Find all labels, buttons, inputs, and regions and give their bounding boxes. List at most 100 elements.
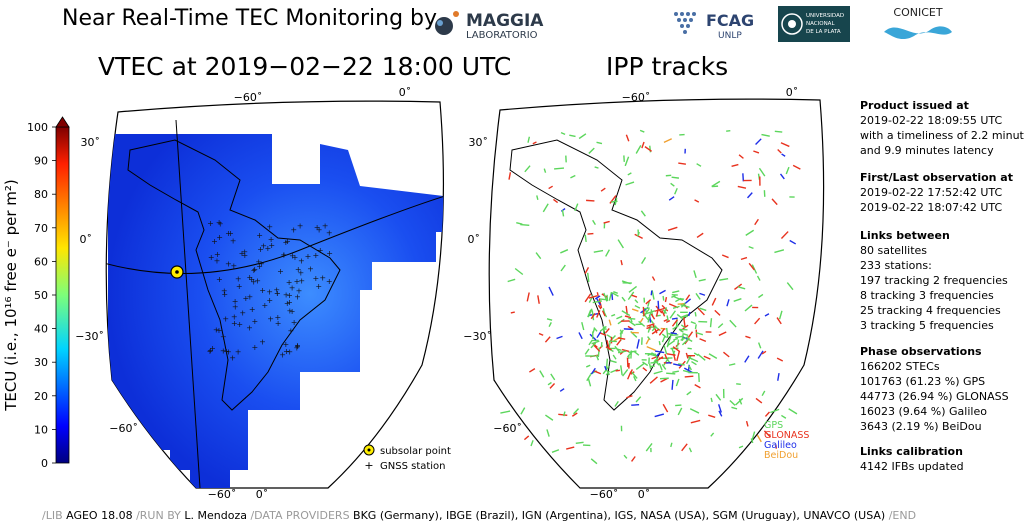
ipp-track-segment [738, 154, 744, 159]
info-observation-line: 2019-02-22 17:52:42 UTC [860, 186, 1003, 199]
gnss-station-marker: + [286, 278, 293, 287]
ipp-track-segment [718, 410, 723, 417]
ipp-track-segment [744, 355, 750, 363]
ipp-track-segment [608, 319, 612, 326]
gnss-station-marker: + [319, 274, 326, 283]
ipp-track-segment [627, 291, 635, 301]
ipp-track-segment [559, 388, 565, 392]
ipp-track-segment [746, 192, 753, 199]
ipp-legend-item: BeiDou [764, 450, 798, 461]
ipp-track-segment [584, 234, 587, 243]
ipp-track-segment [627, 172, 632, 176]
ipp-track-segment [604, 328, 610, 334]
ipp-track-segment [587, 308, 593, 318]
info-phase-heading: Phase observations [860, 345, 982, 358]
gnss-station-marker: + [305, 252, 312, 261]
ipp-track-segment [665, 319, 671, 324]
colorbar-tick-label: 90 [34, 155, 48, 168]
ipp-track-segment [598, 298, 603, 309]
gnss-station-marker: + [225, 260, 232, 269]
ipp-track-segment [758, 293, 764, 299]
gnss-station-marker: + [243, 294, 250, 303]
ipp-track-segment [587, 377, 592, 387]
gnss-station-marker: + [207, 346, 214, 355]
gnss-station-marker: + [251, 266, 258, 275]
colorbar-gradient [55, 126, 70, 464]
ipp-track-segment [647, 336, 651, 341]
ipp-track-segment [593, 249, 604, 253]
ipp-track-segment [537, 295, 540, 304]
ipp-track-segment [532, 141, 537, 145]
info-calibration-line: 4142 IFBs updated [860, 460, 964, 473]
gnss-station-marker: + [260, 241, 267, 250]
ipp-map: −60˚ 0˚ −60˚ 0˚ 30˚ 0˚ −30˚ −60˚ GPSGLON… [463, 86, 825, 501]
gnss-station-marker: + [220, 347, 227, 356]
ipp-track-segment [737, 185, 747, 189]
ipp-track-segment [536, 195, 539, 201]
gnss-station-marker: + [236, 320, 243, 329]
ipp-track-segment [625, 134, 630, 142]
ipp-track-segment [588, 295, 598, 299]
gnss-station-marker: + [259, 338, 266, 347]
ipp-track-segment [636, 339, 640, 349]
ipp-lat-label-3: −30˚ [463, 330, 492, 343]
gnss-station-marker: + [220, 333, 227, 342]
ipp-track-segment [594, 166, 599, 169]
gnss-station-marker: + [283, 347, 290, 356]
info-phase-line: 3643 (2.19 %) BeiDou [860, 420, 982, 433]
ipp-track-segment [774, 130, 783, 133]
ipp-track-segment [651, 276, 656, 281]
ipp-track-segment [593, 327, 598, 332]
conicet-name: CONICET [893, 6, 942, 19]
ipp-track-segment [666, 372, 676, 375]
gnss-station-marker: + [298, 257, 305, 266]
info-links-line: 8 tracking 3 frequencies [860, 289, 994, 302]
ipp-track-segment [634, 233, 643, 240]
ipp-track-segment [661, 309, 666, 317]
gnss-station-marker: + [294, 344, 301, 353]
gnss-station-marker: + [326, 229, 333, 238]
ipp-track-segment [634, 304, 641, 309]
gnss-station-marker: + [208, 253, 215, 262]
ipp-track-segment [628, 317, 636, 320]
ipp-track-segment [673, 337, 679, 341]
gnss-station-marker: + [207, 219, 214, 228]
ipp-track-segment [510, 311, 515, 314]
ipp-track-segment [665, 327, 669, 338]
ipp-track-segment [774, 249, 785, 254]
ipp-track-segment [600, 332, 607, 337]
vtec-lon-label-2: 0˚ [399, 86, 412, 99]
info-product: Product issued at 2019-02-22 18:09:55 UT… [860, 98, 1024, 158]
ipp-track-segment [667, 226, 678, 231]
ipp-track-segment [530, 440, 534, 447]
colorbar-tick-label: 50 [34, 289, 48, 302]
vtec-lat-label-2: 0˚ [80, 233, 93, 246]
footer-part: AGEO 18.08 [66, 509, 137, 522]
ipp-track-segment [554, 167, 565, 170]
ipp-track-segment [731, 406, 738, 410]
ipp-track-segment [548, 322, 552, 328]
ipp-track-segment [548, 185, 553, 190]
ipp-track-segment [569, 134, 576, 138]
ipp-track-segment [699, 292, 706, 296]
info-product-line: and 9.9 minutes latency [860, 144, 994, 157]
gnss-station-marker: + [214, 256, 221, 265]
gnss-station-marker: + [322, 222, 329, 231]
ipp-legend-item: GLONASS [764, 430, 809, 441]
ipp-track-segment [573, 408, 580, 415]
ipp-track-segment [543, 168, 547, 173]
colorbar-tick-label: 30 [34, 356, 48, 369]
ipp-track-segment [538, 332, 544, 336]
ipp-track-segment [748, 245, 754, 250]
ipp-track-segment [651, 325, 657, 332]
gnss-station-marker: + [273, 285, 280, 294]
ipp-track-segment [671, 317, 678, 320]
ipp-track-segment [693, 352, 699, 357]
ipp-track-segment [690, 419, 701, 424]
ipp-track-segment [668, 196, 675, 201]
ipp-track-segment [761, 350, 767, 355]
colorbar-tick-label: 20 [34, 390, 48, 403]
gnss-station-marker: + [294, 277, 301, 286]
gnss-station-marker: + [297, 222, 304, 231]
ipp-track-segment [605, 358, 609, 369]
